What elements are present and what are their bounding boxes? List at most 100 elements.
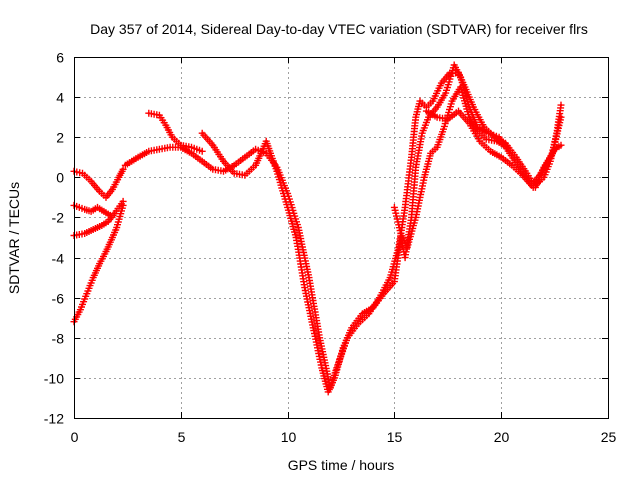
data-point (459, 85, 462, 89)
data-point (442, 128, 445, 131)
data-point (318, 336, 321, 339)
data-point (104, 250, 108, 253)
y-tick-label: -4 (52, 251, 65, 267)
data-point (89, 180, 93, 183)
data-point (190, 146, 193, 149)
data-point (211, 168, 214, 171)
data-point (468, 122, 471, 125)
data-point (98, 262, 101, 265)
data-point (487, 132, 490, 135)
data-point (260, 150, 264, 153)
data-point (265, 140, 268, 143)
data-point (521, 174, 524, 177)
data-point (555, 132, 558, 135)
data-point (435, 105, 439, 109)
data-point (222, 160, 225, 163)
data-point (275, 170, 279, 173)
data-point (485, 138, 488, 141)
data-point (549, 160, 552, 163)
data-point (532, 186, 535, 189)
data-point (406, 246, 409, 249)
data-point (429, 152, 432, 155)
data-point (190, 152, 193, 155)
data-point (414, 216, 417, 219)
x-axis-title: GPS time / hours (288, 457, 395, 473)
data-point (233, 164, 236, 167)
data-point (254, 148, 257, 151)
data-point (98, 190, 101, 193)
data-point (388, 276, 392, 279)
data-point (508, 152, 511, 155)
data-point (542, 176, 546, 179)
data-point (222, 170, 225, 173)
data-point (211, 144, 214, 147)
data-point (497, 136, 501, 139)
data-point (100, 224, 104, 227)
data-point (382, 292, 385, 295)
x-tick-label: 5 (178, 429, 186, 445)
data-point (506, 146, 509, 149)
series-arc-2 (70, 201, 114, 219)
data-point (286, 206, 289, 209)
plot-frame (74, 57, 609, 419)
data-point (79, 308, 82, 311)
data-point (158, 148, 161, 151)
data-point (403, 256, 407, 259)
data-point (124, 164, 127, 167)
data-point (147, 150, 150, 153)
data-point (111, 188, 114, 191)
data-point (371, 306, 375, 309)
tick-labels: 0 5 10 15 20 25 -12 -10 -8 -6 -4 -2 0 2 4 6 (44, 50, 617, 446)
series-arc-4 (70, 201, 127, 326)
data-point (320, 366, 323, 370)
data-point (294, 236, 298, 239)
x-tick-label: 20 (494, 429, 510, 445)
y-tick-label: -10 (44, 371, 64, 387)
x-tick-label: 25 (601, 429, 617, 445)
data-point (201, 132, 204, 135)
data-point (297, 226, 300, 229)
data-point (399, 232, 402, 235)
data-point (414, 116, 417, 119)
data-point (107, 220, 110, 223)
data-point (83, 208, 86, 211)
data-point (453, 63, 456, 67)
data-point (559, 103, 563, 107)
y-tick-label: 0 (56, 170, 64, 186)
data-point (427, 116, 430, 119)
y-tick-label: 4 (56, 90, 64, 106)
y-tick-label: -6 (52, 291, 65, 307)
data-point (179, 144, 182, 147)
data-point (113, 212, 116, 215)
data-point (410, 216, 413, 219)
data-point (104, 196, 108, 199)
data-point (472, 105, 475, 109)
data-point (510, 164, 514, 167)
data-point (254, 164, 257, 167)
data-point (92, 228, 95, 231)
data-point (201, 150, 204, 153)
data-point (444, 91, 447, 95)
series-markers (70, 201, 114, 219)
data-point (243, 174, 247, 177)
data-point (117, 176, 121, 179)
data-point (136, 156, 140, 159)
data-point (303, 286, 306, 289)
data-point (115, 226, 118, 229)
grid (74, 57, 608, 418)
data-point (489, 150, 492, 153)
data-point (81, 172, 84, 175)
series-markers (70, 165, 127, 201)
data-point (431, 99, 434, 103)
data-point (418, 99, 422, 103)
data-point (393, 280, 396, 283)
data-point (421, 132, 424, 135)
data-point (269, 152, 272, 155)
x-tick-label: 15 (387, 429, 403, 445)
data-point (201, 160, 204, 163)
data-point (164, 124, 167, 127)
data-point (440, 81, 443, 85)
data-point (85, 292, 89, 295)
data-point (243, 156, 247, 159)
